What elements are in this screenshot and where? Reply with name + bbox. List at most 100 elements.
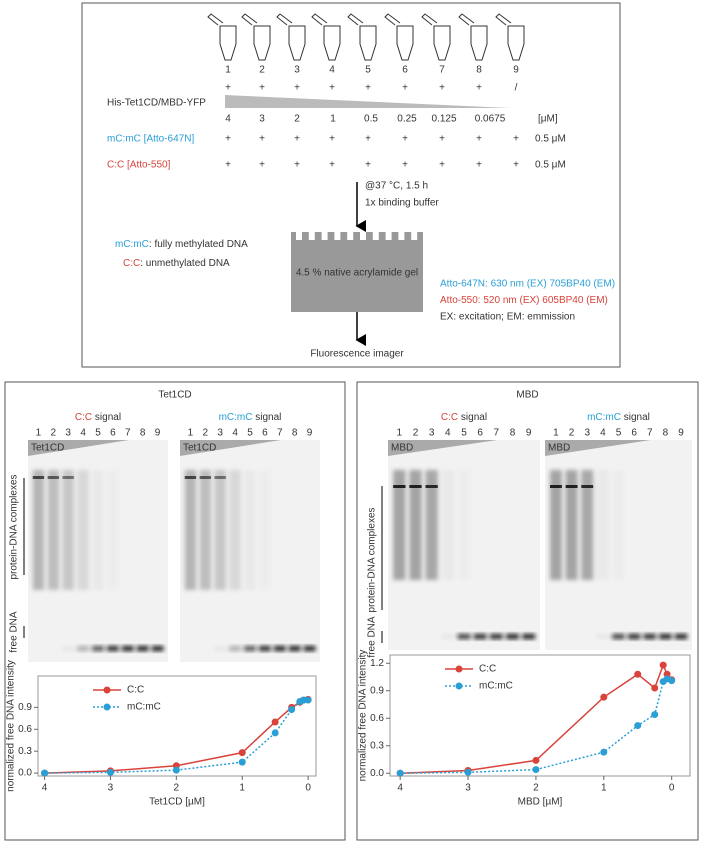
x-tick-label: 2 bbox=[174, 783, 180, 794]
plus-mark: + bbox=[439, 83, 445, 94]
well-band bbox=[32, 476, 45, 479]
data-point bbox=[659, 661, 667, 669]
legend-text: mC:mC: fully methylated DNA bbox=[115, 239, 248, 250]
plus-mark: / bbox=[515, 83, 518, 94]
panel-frame bbox=[4, 381, 346, 841]
signal-title: C:C signal bbox=[441, 412, 487, 423]
row-label: mC:mC [Atto-647N] bbox=[107, 134, 194, 145]
complex-smear bbox=[244, 470, 256, 590]
tube-label: 7 bbox=[439, 65, 445, 76]
data-point bbox=[238, 758, 246, 766]
complex-smear bbox=[425, 470, 438, 580]
data-point bbox=[304, 696, 312, 704]
free-band bbox=[244, 646, 256, 651]
row-label: His-Tet1CD/MBD-YFP bbox=[107, 98, 206, 109]
lane-label: 9 bbox=[155, 428, 161, 439]
tube bbox=[359, 25, 377, 61]
plus-mark: + bbox=[476, 134, 482, 145]
tube-cap bbox=[384, 13, 401, 26]
signal-title: mC:mC signal bbox=[587, 412, 650, 423]
plus-mark: + bbox=[329, 134, 335, 145]
lane-label: 9 bbox=[307, 428, 313, 439]
data-point bbox=[271, 729, 279, 737]
well-band bbox=[62, 476, 74, 479]
side-label: free DNA bbox=[367, 616, 378, 657]
plus-mark: + bbox=[402, 160, 408, 171]
free-band bbox=[627, 634, 641, 639]
panel-frame bbox=[356, 381, 699, 841]
plus-mark: + bbox=[476, 160, 482, 171]
tube-cap bbox=[495, 13, 512, 26]
lane-label: 2 bbox=[203, 428, 209, 439]
free-band bbox=[62, 646, 75, 651]
free-band bbox=[522, 634, 536, 639]
row-label: C:C [Atto-550] bbox=[107, 160, 171, 171]
data-point bbox=[668, 677, 676, 685]
free-band bbox=[151, 646, 164, 651]
lane-label: 1 bbox=[36, 428, 42, 439]
tube-cap bbox=[207, 13, 224, 26]
tube bbox=[470, 25, 488, 61]
complex-smear bbox=[92, 470, 104, 590]
plus-mark: + bbox=[513, 134, 519, 145]
filter-text: Atto-550: 520 nm (EX) 605BP40 (EM) bbox=[440, 295, 608, 306]
complex-smear bbox=[214, 470, 226, 590]
lane-label: 4 bbox=[600, 428, 606, 439]
free-band bbox=[506, 634, 519, 639]
legend-marker bbox=[455, 665, 463, 673]
free-band bbox=[92, 646, 104, 651]
lane-label: 6 bbox=[262, 428, 268, 439]
series-line bbox=[44, 698, 309, 774]
plus-mark: + bbox=[365, 134, 371, 145]
plus-mark: + bbox=[259, 134, 265, 145]
x-axis-label: Tet1CD [µM] bbox=[149, 797, 205, 808]
y-tick-label: 0.9 bbox=[18, 702, 32, 713]
complex-smear bbox=[409, 470, 422, 580]
lane-label: 6 bbox=[110, 428, 116, 439]
gel-well bbox=[385, 232, 392, 240]
free-band bbox=[288, 646, 301, 651]
plot-frame bbox=[37, 675, 317, 777]
gel-schematic bbox=[291, 232, 423, 312]
well-band bbox=[565, 485, 578, 488]
plus-mark: + bbox=[294, 134, 300, 145]
lane-label: 7 bbox=[277, 428, 283, 439]
x-tick-label: 0 bbox=[669, 783, 675, 794]
tube-label: 9 bbox=[513, 65, 519, 76]
gel-well bbox=[308, 232, 315, 240]
data-point bbox=[238, 749, 246, 757]
gel-well bbox=[296, 232, 302, 240]
plus-mark: + bbox=[365, 83, 371, 94]
complex-smear bbox=[550, 470, 562, 580]
conc: 0.5 μM bbox=[535, 134, 566, 145]
complex-smear bbox=[107, 470, 118, 590]
lane-label: 2 bbox=[413, 428, 419, 439]
free-band bbox=[214, 646, 227, 651]
y-tick-label: 0.0 bbox=[18, 768, 32, 779]
complex-smear bbox=[613, 470, 625, 580]
complex-smear bbox=[77, 470, 89, 590]
legend-desc: : unmethylated DNA bbox=[140, 258, 230, 269]
lane-label: 6 bbox=[477, 428, 483, 439]
tube-cap bbox=[347, 13, 364, 26]
signal-text: signal bbox=[92, 412, 121, 423]
unit: [μM] bbox=[538, 114, 558, 125]
gel-well bbox=[398, 232, 405, 240]
free-band bbox=[659, 634, 672, 639]
tube-cap bbox=[458, 13, 475, 26]
signal-key: C:C bbox=[441, 412, 458, 423]
side-label: protein-DNA complexes bbox=[9, 474, 20, 579]
free-band bbox=[229, 646, 242, 651]
data-point bbox=[532, 766, 540, 774]
concentration: 0.5 bbox=[364, 114, 378, 125]
tube-label: 2 bbox=[259, 65, 265, 76]
free-band bbox=[612, 634, 625, 639]
free-band bbox=[77, 646, 90, 651]
lane-label: 5 bbox=[95, 428, 101, 439]
complex-smear bbox=[581, 470, 594, 580]
lane-label: 1 bbox=[553, 428, 559, 439]
free-band bbox=[457, 634, 471, 639]
gel-protein-label: Tet1CD bbox=[183, 443, 216, 454]
plot-frame bbox=[389, 654, 691, 777]
